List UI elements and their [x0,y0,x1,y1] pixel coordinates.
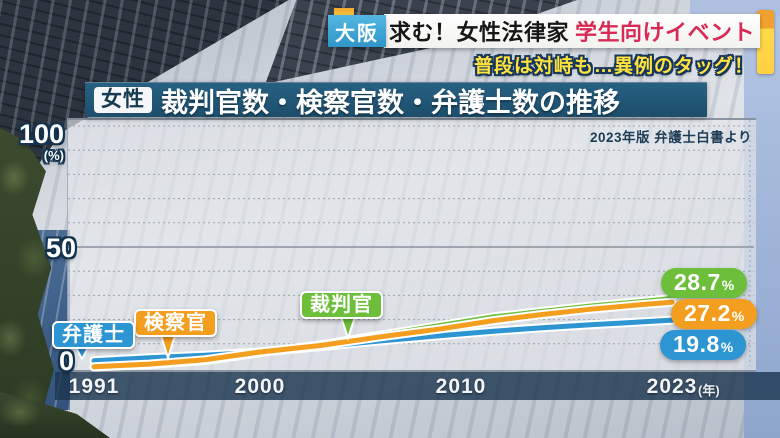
region-badge: 大阪 [328,15,386,47]
headline-highlight: 学生向けイベント [575,20,756,45]
value-pill-弁護士: 19.8% [660,330,747,360]
series-callout-検察官: 検察官 [134,309,217,337]
y-axis-label-100: 100 [18,119,64,149]
female-badge: 女性 [94,87,152,113]
pill-unit: % [720,339,734,355]
x-axis-unit: (年) [698,383,720,398]
headline-bar: 求む！女性法律家 学生向けイベント [384,14,760,48]
x-tick-label: 2010 [435,375,487,398]
pill-unit: % [731,308,745,324]
y-axis-label-50: 50 [45,233,76,263]
title-bar: 女性 裁判官数・検察官数・弁護士数の推移 [85,82,707,118]
header-accent-cap [757,10,774,74]
pill-value: 28.7 [674,269,721,295]
value-pill-検察官: 27.2% [671,299,758,329]
source-note: 2023年版 弁護士白書より [589,130,752,145]
pill-value: 27.2 [684,300,731,326]
series-line-弁護士 [91,317,675,364]
series-line-検察官 [91,299,675,370]
x-tick-label: 2023 [646,375,698,398]
value-pill-裁判官: 28.7% [661,268,748,298]
y-axis-label-0: 0 [58,346,74,376]
x-tick-label: 2000 [234,375,286,398]
headline-text: 求む！女性法律家 [388,20,569,45]
pill-unit: % [721,277,735,293]
subheadline-text: 普段は対峙も…異例のタッグ！ [473,56,754,77]
chart-title: 裁判官数・検察官数・弁護士数の推移 [161,87,620,118]
x-axis-strip: 1991 2000 2010 2023 (年) [55,372,780,400]
series-callout-裁判官: 裁判官 [300,291,383,319]
pill-value: 19.8 [673,331,720,357]
y-axis-unit: (%) [43,148,64,163]
series-callout-弁護士: 弁護士 [52,321,135,349]
x-tick-label: 1991 [68,375,120,398]
